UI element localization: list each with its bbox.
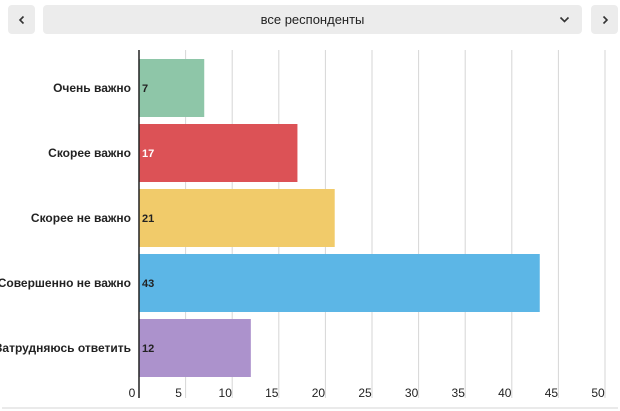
- category-label: Очень важно: [53, 81, 131, 95]
- chevron-left-icon: [18, 15, 24, 24]
- bar: [139, 124, 298, 182]
- chevron-right-icon: [602, 15, 608, 24]
- x-tick-label: 45: [545, 386, 559, 400]
- x-tick-label: 10: [219, 386, 233, 400]
- x-tick-label: 20: [312, 386, 326, 400]
- chevron-down-icon: [559, 16, 570, 23]
- respondent-select[interactable]: все респонденты: [43, 5, 582, 34]
- bar: [139, 254, 540, 312]
- category-label: Скорее важно: [48, 146, 131, 160]
- bar: [139, 319, 251, 377]
- bar: [139, 59, 205, 117]
- category-label: Совершенно не важно: [0, 276, 131, 290]
- next-button[interactable]: [591, 5, 618, 34]
- x-tick-label: 50: [591, 386, 605, 400]
- x-tick-label: 0: [129, 386, 136, 400]
- prev-button[interactable]: [8, 5, 35, 34]
- bar-value-label: 43: [142, 278, 154, 290]
- x-tick-label: 5: [175, 386, 182, 400]
- category-label: Затрудняюсь ответить: [0, 341, 131, 355]
- category-label: Скорее не важно: [31, 211, 131, 225]
- respondent-select-value: все респонденты: [260, 12, 365, 27]
- bar-chart: 0 5 10 15 20 25 30 35 40 45 50 7 Очень важно 17 Скорее…: [0, 50, 618, 409]
- bar-value-label: 17: [142, 148, 154, 160]
- bar-value-label: 7: [142, 83, 148, 95]
- x-tick-label: 15: [265, 386, 279, 400]
- x-tick-label: 35: [452, 386, 466, 400]
- bar-value-label: 12: [142, 343, 154, 355]
- x-tick-label: 30: [405, 386, 419, 400]
- x-tick-label: 40: [498, 386, 512, 400]
- x-tick-label: 25: [358, 386, 372, 400]
- bar-value-label: 21: [142, 213, 154, 225]
- bar: [139, 189, 335, 247]
